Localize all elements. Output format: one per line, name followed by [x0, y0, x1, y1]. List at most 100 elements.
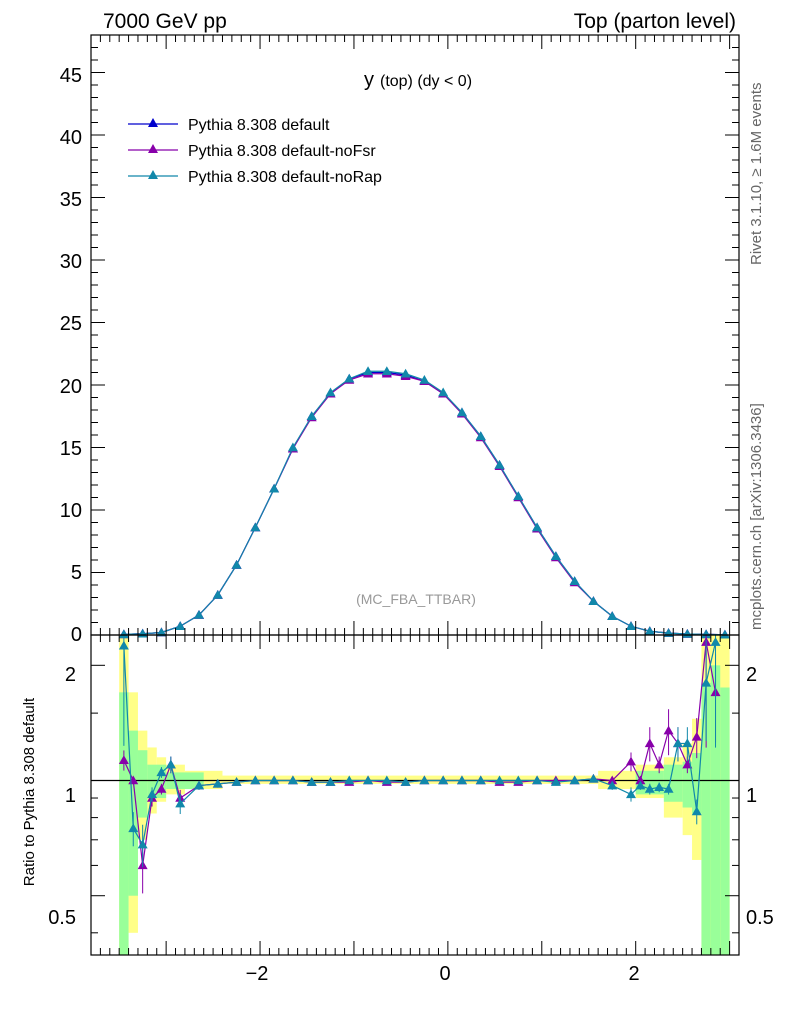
- ratio-point-series-2: [691, 806, 702, 816]
- ratio-point-series-2: [710, 637, 721, 646]
- ratio-point-series-1: [626, 756, 636, 766]
- x-tick-labels: −2 0 2: [246, 963, 640, 985]
- main-point-series-2: [156, 627, 167, 637]
- ratio-point-series-2: [250, 775, 261, 785]
- ratio-point-series-2: [118, 640, 129, 650]
- ratio-point-series-2: [165, 759, 176, 769]
- ratio-point-series-2: [654, 782, 665, 792]
- uncertainty-band-22: [692, 753, 702, 814]
- main-point-series-2: [250, 522, 261, 532]
- legend-label-norap: Pythia 8.308 default-noRap: [188, 169, 382, 186]
- ratio-point-series-2: [231, 777, 242, 786]
- ratio-frame: [90, 634, 740, 956]
- main-y-tick-45: 45: [60, 65, 82, 87]
- ratio-point-series-2: [137, 839, 148, 849]
- main-point-series-2: [419, 375, 430, 384]
- ratio-point-series-1: [663, 725, 674, 735]
- main-point-series-2: [644, 626, 655, 635]
- ratio-point-series-2: [194, 780, 204, 790]
- ratio-point-series-2: [550, 777, 561, 786]
- legend-marker-nofsr: [148, 144, 158, 153]
- main-point-series-2: [344, 373, 355, 383]
- ratio-point-series-2: [626, 789, 636, 799]
- main-point-series-2: [287, 442, 298, 452]
- main-title-y: y: [364, 69, 374, 91]
- main-y-tick-40: 40: [60, 127, 82, 149]
- ratio-point-series-2: [212, 778, 223, 788]
- main-point-series-2: [325, 387, 336, 397]
- ratio-point-series-2: [532, 775, 543, 785]
- ratio-uncertainty-bands: [119, 635, 730, 955]
- ratio-point-series-2: [325, 777, 336, 786]
- header-right: Top (parton level): [574, 10, 736, 33]
- main-point-series-2: [701, 629, 712, 639]
- ratio-y-tick-1-right: 1: [746, 785, 757, 807]
- ratio-point-series-2: [419, 775, 430, 785]
- ratio-point-series-2: [513, 775, 524, 785]
- main-y-tick-20: 20: [60, 376, 82, 398]
- uncertainty-band-16: [137, 750, 148, 818]
- ratio-series-group: [91, 635, 739, 894]
- legend-marker-default: [148, 118, 158, 127]
- ratio-point-series-1: [635, 775, 646, 785]
- main-point-series-2: [513, 491, 524, 500]
- ratio-point-series-1: [654, 759, 665, 769]
- legend-label-nofsr: Pythia 8.308 default-noFsr: [188, 143, 376, 160]
- ratio-point-series-2: [644, 784, 655, 793]
- main-y-tick-25: 25: [60, 313, 82, 335]
- main-point-series-2: [475, 431, 486, 440]
- ratio-point-series-1: [644, 738, 655, 748]
- main-y-tick-labels: 0 5 10 15 20 25 30 35 40 45: [60, 65, 82, 646]
- uncertainty-band-25: [720, 687, 730, 955]
- ratio-point-series-1: [156, 784, 167, 793]
- ratio-y-tick-2-left: 2: [65, 664, 76, 686]
- main-point-series-2: [532, 522, 543, 532]
- ratio-y-tick-05-left: 0.5: [48, 907, 76, 929]
- main-y-tick-35: 35: [60, 189, 82, 211]
- ratio-point-series-1: [682, 759, 693, 769]
- analysis-watermark: (MC_FBA_TTBAR): [356, 591, 476, 607]
- main-title-sub: (top) (dy < 0): [380, 73, 472, 90]
- ratio-point-series-2: [438, 775, 449, 785]
- main-point-series-2: [269, 483, 280, 493]
- ratio-point-series-2: [400, 777, 411, 786]
- ratio-point-series-2: [269, 775, 280, 785]
- main-y-tick-0: 0: [71, 624, 82, 646]
- legend-label-default: Pythia 8.308 default: [188, 117, 330, 134]
- legend: Pythia 8.308 default Pythia 8.308 defaul…: [128, 117, 382, 186]
- ratio-point-series-2: [475, 775, 486, 785]
- ratio-point-series-1: [607, 775, 618, 785]
- ratio-point-series-1: [691, 731, 702, 741]
- main-title: y (top) (dy < 0): [364, 69, 472, 91]
- main-point-series-2: [588, 596, 599, 605]
- rivet-label: Rivet 3.1.10, ≥ 1.6M events: [748, 83, 765, 266]
- ratio-point-series-2: [663, 784, 674, 793]
- main-point-series-2: [719, 629, 730, 639]
- ratio-line-series-2: [123, 641, 717, 847]
- main-point-series-2: [212, 590, 223, 599]
- ratio-point-series-2: [701, 677, 712, 687]
- main-point-series-2: [400, 368, 411, 378]
- ratio-point-series-2: [588, 773, 599, 783]
- mcplots-label: mcplots.cern.ch [arXiv:1306.3436]: [748, 403, 765, 630]
- main-point-series-2: [175, 621, 186, 630]
- ratio-point-series-2: [682, 738, 693, 748]
- main-y-tick-15: 15: [60, 438, 82, 460]
- main-series-group: [118, 366, 730, 639]
- main-y-tick-30: 30: [60, 251, 82, 273]
- ratio-line-series-1: [123, 641, 717, 866]
- main-point-series-2: [118, 629, 129, 639]
- ratio-point-series-2: [128, 823, 139, 833]
- main-point-series-2: [194, 610, 204, 619]
- ratio-point-series-2: [635, 780, 646, 790]
- ratio-point-series-2: [147, 789, 158, 799]
- uncertainty-band-20: [663, 764, 683, 802]
- ratio-y-tick-1-left: 1: [65, 785, 76, 807]
- ratio-point-series-2: [672, 738, 683, 748]
- main-point-series-2: [494, 460, 505, 469]
- ratio-point-series-2: [363, 775, 374, 785]
- main-y-tick-5: 5: [71, 562, 82, 584]
- uncertainty-band-21: [682, 761, 693, 808]
- main-point-series-2: [231, 560, 242, 569]
- x-tick-0: 0: [439, 963, 450, 985]
